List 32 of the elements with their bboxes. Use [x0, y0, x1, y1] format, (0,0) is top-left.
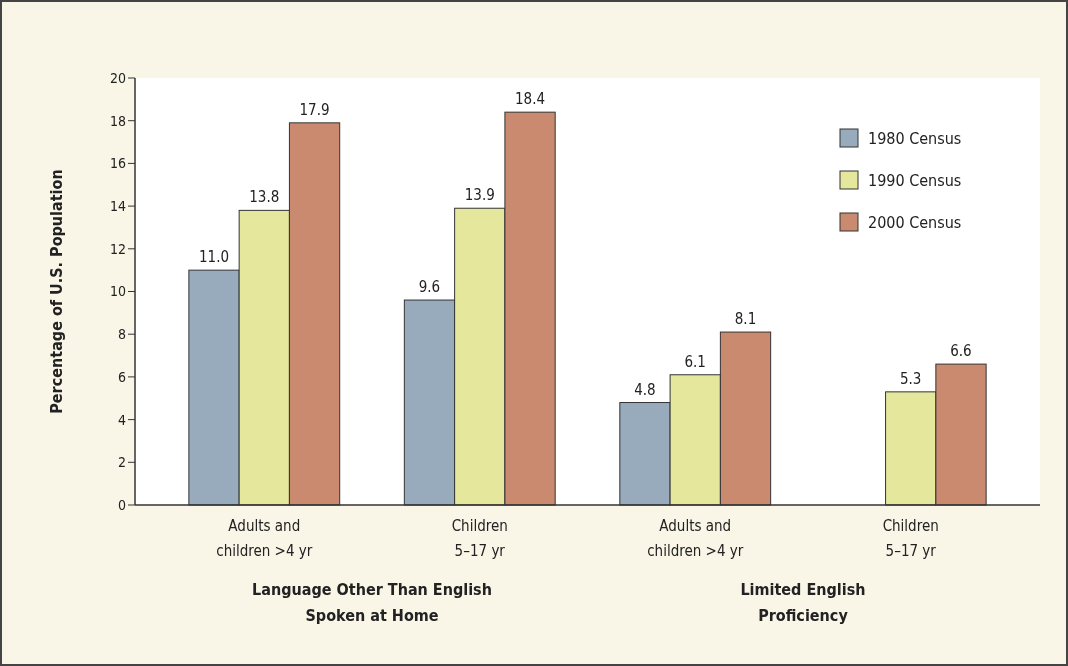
y-tick-label: 4 — [117, 411, 126, 428]
y-tick-label: 14 — [109, 198, 126, 214]
y-tick-label: 12 — [109, 240, 126, 257]
y-tick-label: 8 — [117, 326, 126, 343]
x-tick-label: Adults and children >4 yr — [216, 517, 313, 560]
data-label: 9.6 — [418, 278, 441, 297]
legend-label: 1980 Census — [868, 128, 962, 148]
x-tick-label: Children 5–17 yr — [882, 517, 939, 560]
data-label: 13.9 — [464, 186, 495, 205]
data-label: 17.9 — [299, 100, 330, 119]
legend-label: 2000 Census — [868, 212, 962, 232]
legend-label: 1990 Census — [868, 170, 962, 190]
data-label: 11.0 — [198, 248, 230, 267]
data-label: 5.3 — [899, 369, 922, 388]
text: Limited English Proficiency — [740, 580, 866, 625]
data-label: 6.6 — [950, 342, 972, 361]
y-tick-label: 0 — [117, 496, 126, 513]
y-tick-label: 18 — [109, 112, 126, 129]
data-label: 18.4 — [515, 90, 546, 109]
y-tick-label: 20 — [109, 69, 126, 86]
y-tick-label: 10 — [109, 283, 126, 300]
y-axis-title: Percentage of U.S. Population — [47, 169, 66, 414]
text: Language Other Than English Spoken at Home — [252, 580, 492, 625]
data-label: 8.1 — [734, 310, 757, 329]
data-label: 6.1 — [684, 352, 706, 371]
data-label: 4.8 — [634, 380, 656, 399]
x-tick-label: Adults and children >4 yr — [647, 517, 744, 560]
x-tick-label: Children 5–17 yr — [451, 517, 508, 560]
data-label: 13.8 — [249, 188, 280, 207]
y-tick-label: 6 — [117, 368, 126, 385]
y-tick-label: 16 — [109, 155, 126, 172]
y-tick-label: 2 — [117, 454, 126, 471]
